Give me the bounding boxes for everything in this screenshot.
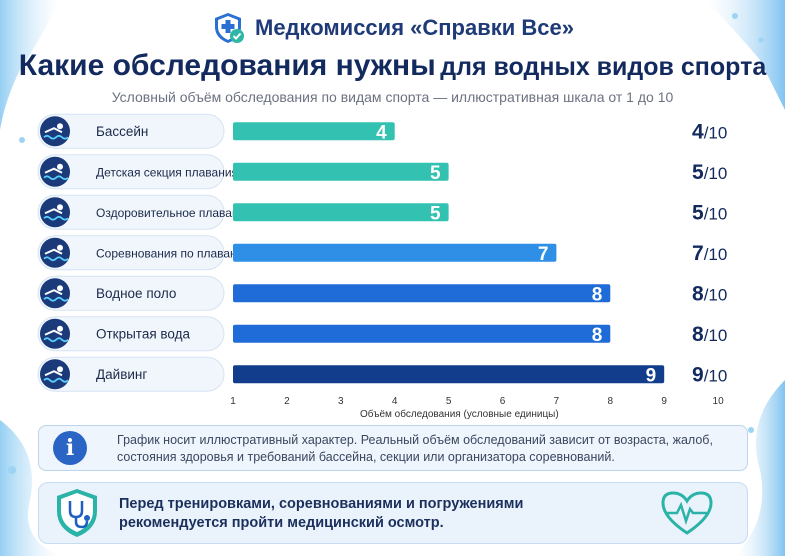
bar bbox=[233, 122, 395, 141]
score-suffix: /10 bbox=[704, 326, 728, 345]
category-row-bg bbox=[37, 194, 225, 230]
page-title: Какие обследования нужны для водных видо… bbox=[0, 49, 785, 83]
category-label: Оздоровительное плавание bbox=[96, 206, 252, 220]
wellness-swimmer-icon-glyph bbox=[43, 204, 69, 221]
child-swimmer-icon bbox=[40, 156, 70, 187]
score-suffix: /10 bbox=[704, 164, 728, 183]
header: Медкомиссия «Справки Все» bbox=[0, 8, 785, 48]
bar bbox=[233, 284, 611, 303]
bar-value-label: 8 bbox=[592, 284, 603, 305]
score-suffix: /10 bbox=[704, 366, 728, 385]
category-label: Открытая вода bbox=[96, 326, 191, 341]
x-tick-label: 4 bbox=[392, 396, 398, 407]
category-row-bg bbox=[37, 113, 225, 149]
x-tick-label: 9 bbox=[661, 396, 667, 407]
heart-pulse-icon bbox=[661, 491, 713, 535]
info-text: График носит иллюстративный характер. Ре… bbox=[117, 433, 713, 464]
score-label: 4/10 bbox=[692, 120, 727, 143]
x-axis-label: Объём обследования (условные единицы) bbox=[360, 408, 559, 420]
wellness-swimmer-icon bbox=[40, 197, 70, 228]
score-label: 5/10 bbox=[692, 201, 727, 224]
x-tick-label: 8 bbox=[608, 396, 614, 407]
x-tick-label: 1 bbox=[230, 396, 236, 407]
diving-mask-icon bbox=[40, 359, 70, 390]
open-water-icon-glyph bbox=[43, 325, 69, 343]
brand-name: Медкомиссия «Справки Все» bbox=[255, 15, 574, 40]
water-splash-right bbox=[705, 0, 785, 556]
category-row-bg bbox=[37, 316, 225, 352]
score-suffix: /10 bbox=[704, 204, 728, 223]
competition-swimmer-icon bbox=[40, 237, 70, 268]
score-suffix: /10 bbox=[704, 285, 728, 304]
category-row-bg bbox=[37, 275, 225, 311]
bar-value-label: 4 bbox=[376, 122, 387, 143]
open-water-icon bbox=[40, 318, 70, 349]
score-suffix: /10 bbox=[704, 245, 728, 264]
category-row-bg bbox=[37, 154, 225, 190]
x-tick-label: 7 bbox=[554, 396, 560, 407]
x-tick-label: 3 bbox=[338, 396, 344, 407]
bar-chart: Бассейн 4 4/10 Детская секция плавания 5 5/10… bbox=[37, 113, 727, 420]
score-label: 7/10 bbox=[692, 242, 727, 265]
category-row-bg bbox=[37, 356, 225, 392]
bar bbox=[233, 365, 665, 384]
title-tail: для водных видов спорта bbox=[440, 53, 767, 81]
medical-shield-logo-icon bbox=[215, 13, 244, 43]
category-label: Соревнования по плаванию bbox=[96, 246, 252, 260]
shield-stethoscope-icon bbox=[57, 489, 97, 537]
bar-value-label: 5 bbox=[430, 203, 441, 224]
x-tick-label: 5 bbox=[446, 396, 452, 407]
category-label: Водное поло bbox=[96, 286, 176, 301]
score-label: 8/10 bbox=[692, 323, 727, 346]
x-tick-label: 2 bbox=[284, 396, 290, 407]
info-icon: i bbox=[53, 431, 87, 465]
water-polo-ball-icon bbox=[40, 278, 70, 309]
score-label: 8/10 bbox=[692, 282, 727, 305]
category-row-bg bbox=[37, 235, 225, 271]
score-label: 5/10 bbox=[692, 161, 727, 184]
water-splash-left bbox=[0, 0, 60, 556]
bar bbox=[233, 243, 557, 262]
category-label: Бассейн bbox=[96, 124, 148, 139]
score-label: 9/10 bbox=[692, 363, 727, 386]
x-tick-label: 6 bbox=[500, 396, 506, 407]
water-polo-ball-icon-glyph bbox=[43, 285, 69, 302]
diving-mask-icon-glyph bbox=[43, 366, 69, 383]
bar-value-label: 8 bbox=[592, 325, 603, 346]
info-note: i График носит иллюстративный характер. … bbox=[38, 425, 748, 471]
title-main: Какие обследования нужны bbox=[18, 49, 436, 82]
category-label: Дайвинг bbox=[96, 367, 147, 382]
bar bbox=[233, 324, 611, 343]
child-swimmer-icon-glyph bbox=[43, 163, 69, 181]
chart-subtitle: Условный объём обследования по видам спо… bbox=[111, 89, 674, 105]
bar-value-label: 7 bbox=[538, 244, 549, 265]
swimmer-icon bbox=[40, 116, 70, 147]
x-tick-label: 10 bbox=[713, 396, 725, 407]
recommendation-banner: Перед тренировками, соревнованиями и пог… bbox=[38, 482, 748, 544]
swimmer-icon-glyph bbox=[43, 123, 69, 140]
category-label: Детская секция плавания bbox=[96, 165, 238, 179]
bar bbox=[233, 203, 449, 222]
recommendation-text: Перед тренировками, соревнованиями и пог… bbox=[119, 496, 524, 531]
bar-value-label: 5 bbox=[430, 163, 441, 184]
bar-value-label: 9 bbox=[646, 365, 657, 386]
bar bbox=[233, 162, 449, 181]
competition-swimmer-icon-glyph bbox=[43, 244, 69, 262]
score-suffix: /10 bbox=[704, 123, 728, 142]
